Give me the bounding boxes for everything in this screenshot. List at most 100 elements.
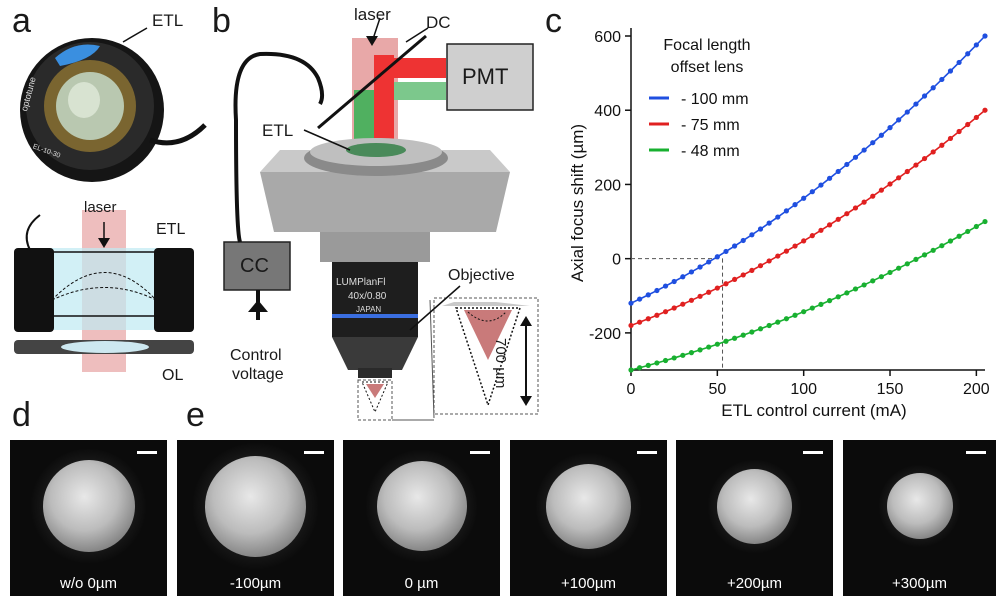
series-point-2 bbox=[818, 301, 824, 307]
series-point-0 bbox=[757, 226, 764, 232]
series-point-0 bbox=[801, 195, 807, 201]
scale-bar bbox=[803, 451, 823, 454]
etl-housing-left bbox=[14, 248, 54, 332]
scale-bar bbox=[304, 451, 324, 454]
neuron-cell bbox=[42, 460, 135, 552]
etl-cable bbox=[149, 123, 207, 146]
series-point-0 bbox=[749, 232, 755, 238]
x-tick-label: 100 bbox=[790, 381, 817, 398]
legend-title-line-1: Focal length bbox=[663, 37, 750, 54]
legend-title-line-2: offset lens bbox=[671, 59, 744, 76]
series-point-1 bbox=[628, 322, 634, 329]
chart-series bbox=[628, 33, 988, 373]
series-point-1 bbox=[870, 193, 876, 199]
neuron-image-panel: -100µm bbox=[177, 440, 334, 596]
objective-nose bbox=[358, 368, 392, 378]
neuron-cell bbox=[546, 463, 631, 549]
series-point-2 bbox=[697, 347, 703, 353]
y-tick-label: 600 bbox=[594, 29, 621, 46]
series-point-2 bbox=[628, 367, 634, 373]
series-point-0 bbox=[809, 189, 815, 195]
series-point-0 bbox=[921, 93, 928, 99]
series-point-1 bbox=[688, 297, 695, 303]
green-emission-vertical bbox=[354, 90, 374, 150]
laser-label-a: laser bbox=[84, 199, 117, 216]
series-point-2 bbox=[688, 350, 695, 356]
series-point-2 bbox=[801, 309, 807, 315]
green-emission-horizontal bbox=[394, 82, 446, 100]
lens-fluid bbox=[50, 248, 160, 330]
series-point-0 bbox=[671, 278, 677, 285]
series-point-1 bbox=[697, 293, 703, 299]
series-point-2 bbox=[861, 282, 867, 288]
neuron-image-panel: w/o 0µm bbox=[10, 440, 167, 596]
objective-blue-band bbox=[332, 314, 418, 318]
series-point-1 bbox=[654, 312, 660, 318]
series-point-2 bbox=[878, 274, 884, 280]
etl-blue-label bbox=[55, 44, 100, 66]
series-point-0 bbox=[852, 154, 859, 160]
chart-legend: Focal length offset lens - 100 mm - 75 mm - … bbox=[649, 37, 751, 160]
series-point-1 bbox=[818, 227, 824, 233]
series-point-1 bbox=[757, 263, 764, 269]
image-caption: 0 µm bbox=[404, 575, 439, 592]
objective-label: Objective bbox=[448, 267, 515, 284]
lens-curve-1 bbox=[51, 272, 157, 301]
series-point-1 bbox=[826, 222, 833, 228]
inset-lens-cap bbox=[442, 302, 530, 306]
etl-label-top: ETL bbox=[152, 11, 184, 30]
etl-pointer-b bbox=[303, 129, 351, 151]
objective-brand: LUMPlanFl bbox=[336, 277, 386, 288]
series-point-2 bbox=[662, 357, 669, 364]
series-point-2 bbox=[870, 278, 876, 284]
series-point-1 bbox=[637, 319, 643, 325]
panel-label-e: e bbox=[186, 396, 205, 434]
series-point-0 bbox=[792, 202, 798, 208]
control-label: Control bbox=[230, 347, 282, 364]
series-point-0 bbox=[870, 140, 876, 146]
lens-curve-2 bbox=[51, 287, 157, 301]
image-caption: +200µm bbox=[727, 575, 782, 592]
laser-pointer-head bbox=[366, 36, 378, 46]
series-point-0 bbox=[680, 274, 686, 280]
y-tick-label: 400 bbox=[594, 103, 621, 120]
objective-barrel bbox=[332, 262, 418, 337]
series-point-1 bbox=[887, 181, 893, 187]
series-point-1 bbox=[852, 205, 859, 211]
objective-tip bbox=[332, 337, 418, 370]
panel-label-b: b bbox=[212, 2, 231, 40]
series-point-2 bbox=[680, 352, 686, 358]
series-point-0 bbox=[688, 269, 695, 275]
series-point-0 bbox=[818, 182, 824, 188]
x-tick-label: 0 bbox=[627, 381, 636, 398]
series-point-1 bbox=[921, 155, 928, 162]
etl-pointer-line bbox=[122, 27, 148, 43]
image-caption: +100µm bbox=[561, 575, 616, 592]
series-point-1 bbox=[809, 233, 815, 239]
dc-pointer bbox=[405, 27, 429, 43]
series-point-2 bbox=[904, 261, 910, 267]
mount-plate bbox=[260, 172, 510, 232]
neuron-image-panel: +200µm bbox=[676, 440, 833, 596]
y-axis-label: Axial focus shift (µm) bbox=[568, 124, 587, 282]
series-point-2 bbox=[654, 360, 660, 366]
etl-wire bbox=[25, 214, 41, 251]
series-point-1 bbox=[783, 248, 790, 254]
focus-shift-chart: -200 0 200 400 600 0 50 100 150 200 ETL control cu… bbox=[568, 28, 990, 420]
series-point-1 bbox=[939, 142, 945, 148]
series-point-0 bbox=[956, 59, 962, 66]
series-point-0 bbox=[896, 117, 902, 123]
focus-inset-marker bbox=[357, 379, 393, 421]
image-caption: +300µm bbox=[892, 575, 947, 592]
series-point-2 bbox=[965, 228, 971, 235]
series-point-0 bbox=[714, 254, 720, 260]
series-point-1 bbox=[973, 114, 979, 121]
series-point-0 bbox=[982, 33, 988, 39]
neuron-cell bbox=[376, 461, 467, 551]
series-point-1 bbox=[723, 281, 729, 287]
series-point-2 bbox=[973, 223, 979, 230]
series-point-0 bbox=[947, 68, 954, 74]
scale-bar bbox=[966, 451, 986, 454]
legend-entry-1: - 75 mm bbox=[681, 117, 740, 134]
series-point-0 bbox=[844, 161, 850, 168]
